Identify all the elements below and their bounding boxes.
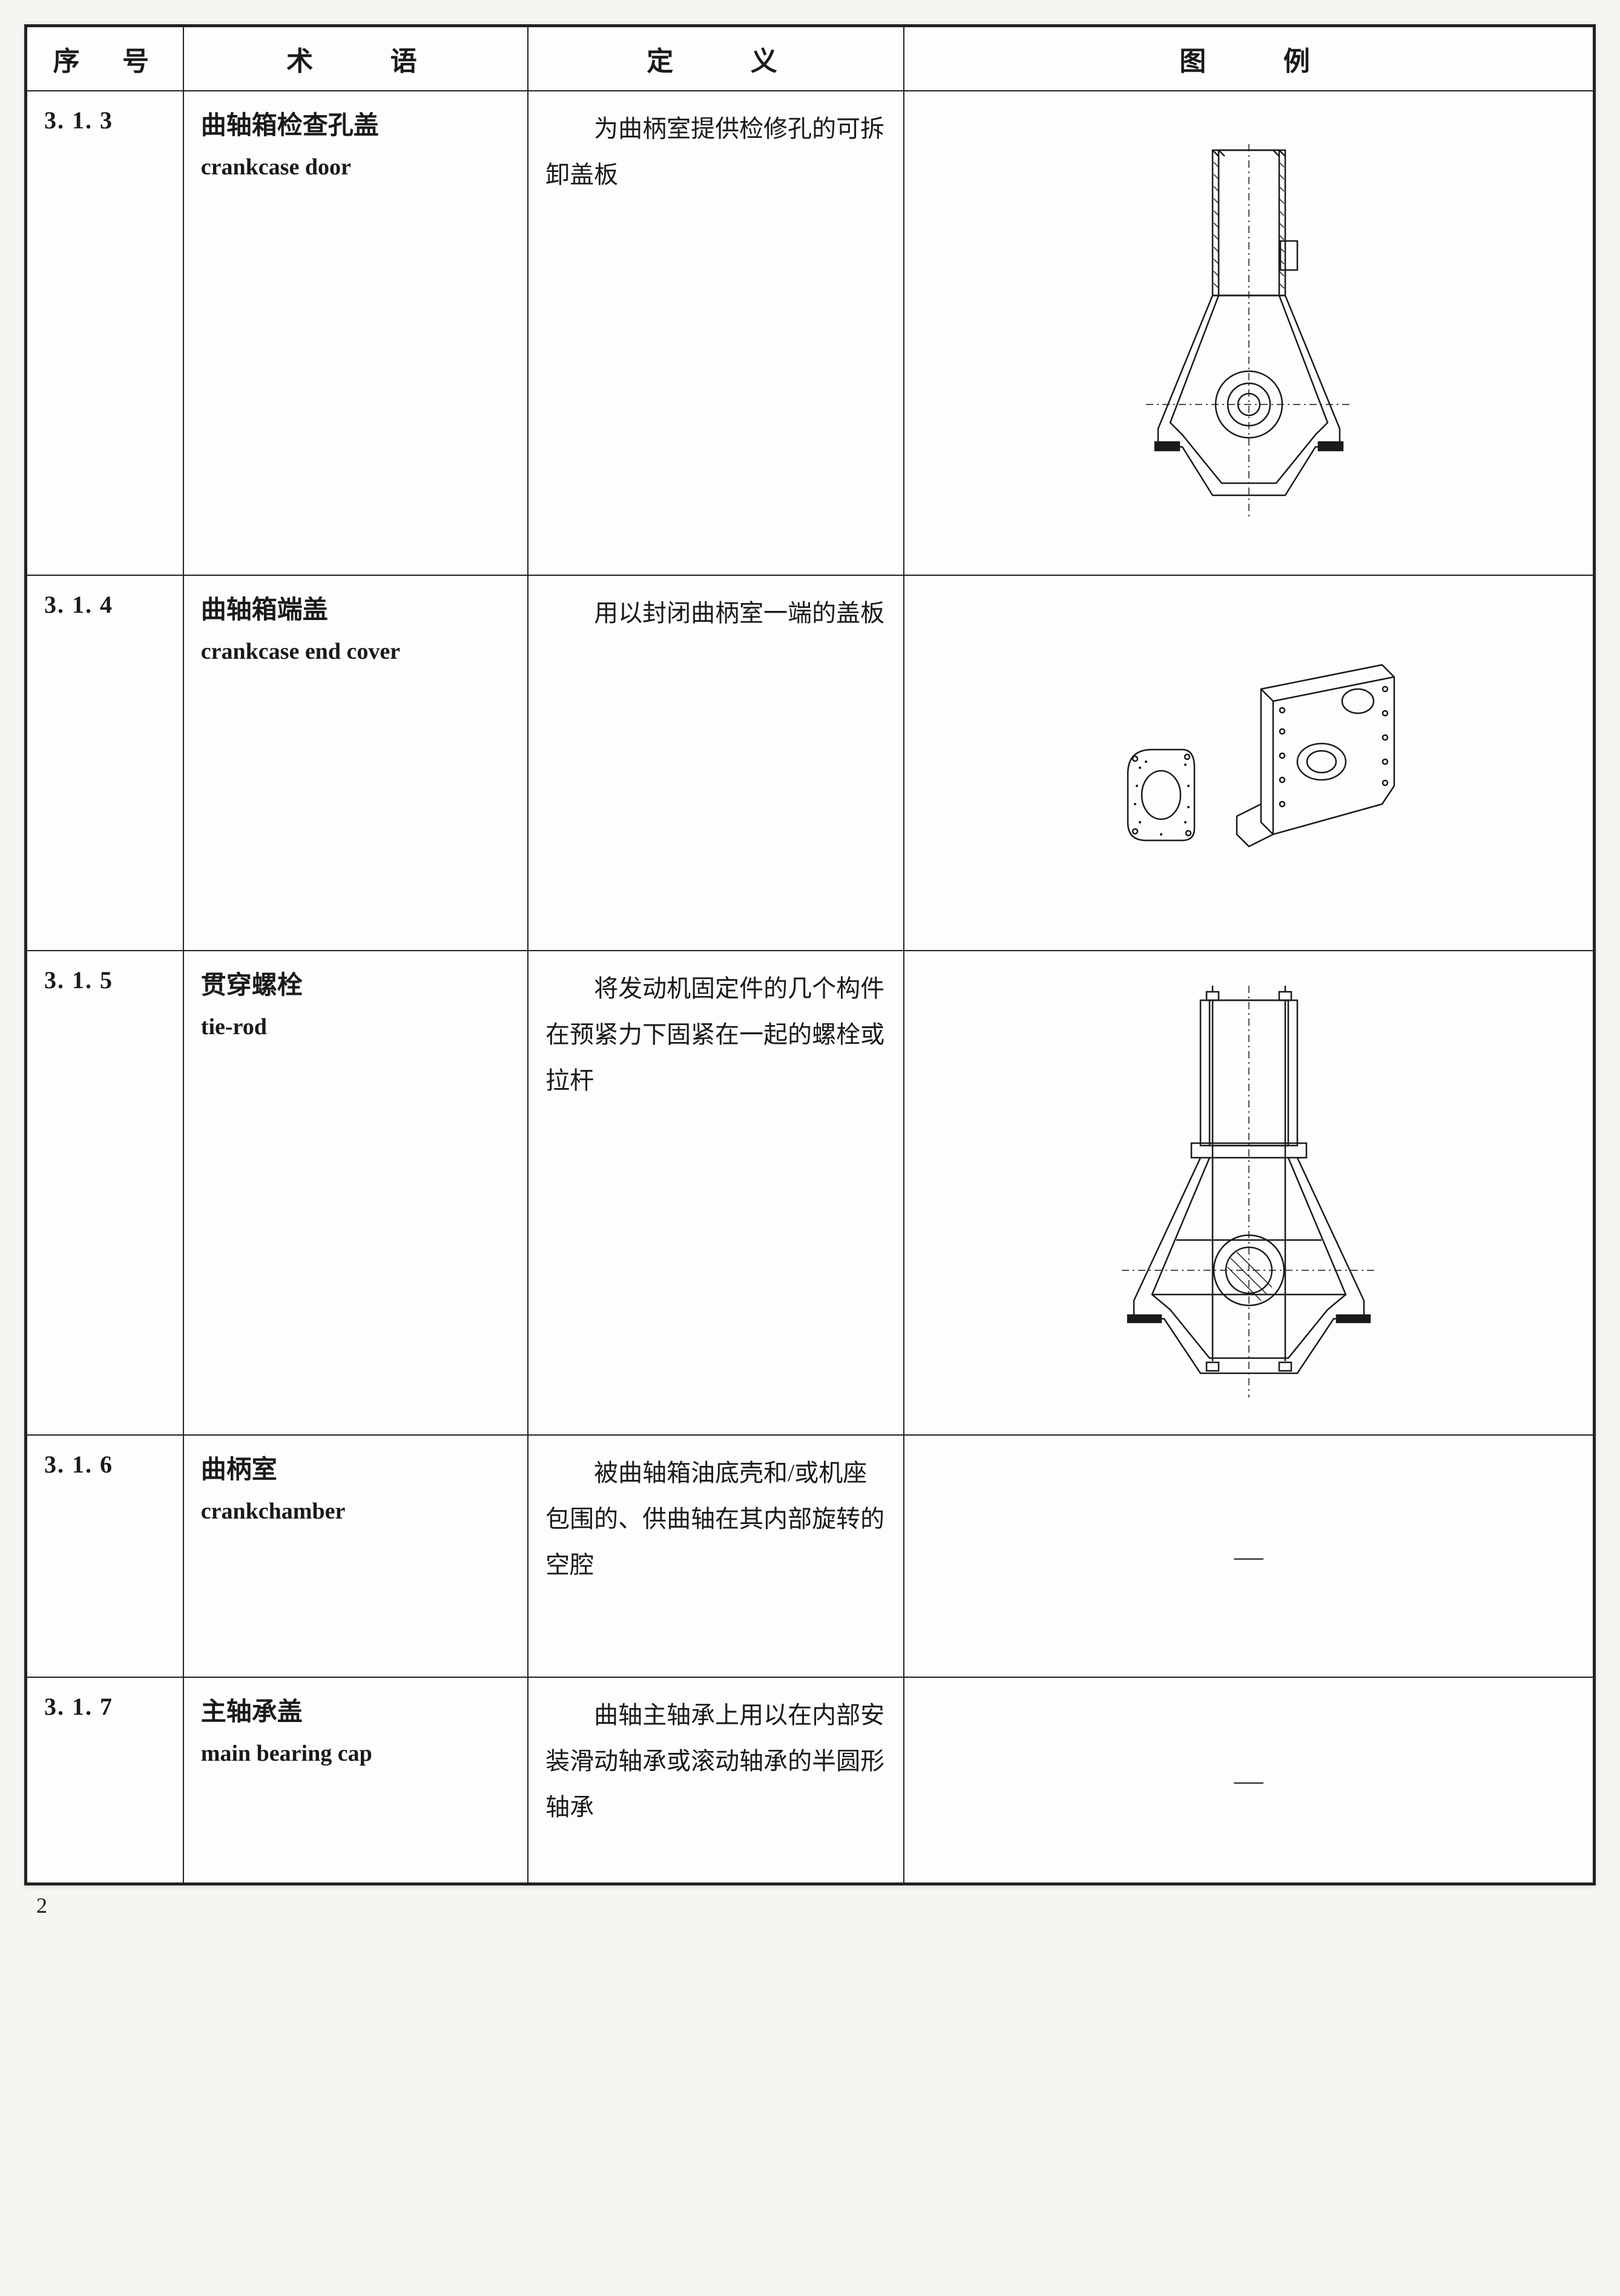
figure-cell: — [904, 1677, 1593, 1883]
definition-text: 为曲柄室提供检修孔的可拆卸盖板 [545, 106, 886, 198]
document-page: 序 号 术 语 定 义 图 例 3. 1. 3 曲轴箱检查孔盖 crankcas… [24, 24, 1596, 1885]
table-header-row: 序 号 术 语 定 义 图 例 [27, 27, 1593, 91]
figure-cell: — [904, 1435, 1593, 1677]
term-english: main bearing cap [201, 1738, 510, 1770]
seq-number: 3. 1. 7 [44, 1692, 166, 1721]
definition-text: 曲轴主轴承上用以在内部安装滑动轴承或滚动轴承的半圆形轴承 [545, 1692, 886, 1830]
terminology-table: 序 号 术 语 定 义 图 例 3. 1. 3 曲轴箱检查孔盖 crankcas… [26, 26, 1594, 1884]
definition-cell: 被曲轴箱油底壳和/或机座包围的、供曲轴在其内部旋转的空腔 [528, 1435, 904, 1677]
term-chinese: 曲轴箱端盖 [201, 590, 510, 631]
definition-cell: 将发动机固定件的几个构件在预紧力下固紧在一起的螺栓或拉杆 [528, 951, 904, 1435]
seq-cell: 3. 1. 5 [27, 951, 183, 1435]
term-english: tie-rod [201, 1011, 510, 1043]
term-cell: 贯穿螺栓 tie-rod [183, 951, 528, 1435]
term-chinese: 主轴承盖 [201, 1692, 510, 1733]
crankcase-section-figure [1122, 144, 1376, 523]
table-row: 3. 1. 6 曲柄室 crankchamber 被曲轴箱油底壳和/或机座包围的… [27, 1435, 1593, 1677]
table-row: 3. 1. 3 曲轴箱检查孔盖 crankcase door 为曲柄室提供检修孔… [27, 91, 1593, 575]
seq-cell: 3. 1. 4 [27, 575, 183, 951]
no-figure-dash: — [1234, 1540, 1263, 1572]
seq-cell: 3. 1. 3 [27, 91, 183, 575]
page-number: 2 [24, 1893, 1596, 1918]
term-chinese: 曲柄室 [201, 1450, 510, 1491]
definition-text: 被曲轴箱油底壳和/或机座包围的、供曲轴在其内部旋转的空腔 [545, 1450, 886, 1588]
figure-cell [904, 951, 1593, 1435]
header-def: 定 义 [528, 27, 904, 91]
seq-cell: 3. 1. 6 [27, 1435, 183, 1677]
table-row: 3. 1. 5 贯穿螺栓 tie-rod 将发动机固定件的几个构件在预紧力下固紧… [27, 951, 1593, 1435]
seq-number: 3. 1. 3 [44, 106, 166, 134]
definition-cell: 为曲柄室提供检修孔的可拆卸盖板 [528, 91, 904, 575]
table-row: 3. 1. 7 主轴承盖 main bearing cap 曲轴主轴承上用以在内… [27, 1677, 1593, 1883]
tie-rod-section-figure [1110, 986, 1388, 1400]
term-english: crankcase end cover [201, 636, 510, 668]
term-english: crankcase door [201, 151, 510, 183]
header-fig: 图 例 [904, 27, 1593, 91]
end-cover-figure [1079, 641, 1418, 886]
figure-cell [904, 575, 1593, 951]
term-english: crankchamber [201, 1496, 510, 1528]
table-row: 3. 1. 4 曲轴箱端盖 crankcase end cover 用以封闭曲柄… [27, 575, 1593, 951]
term-cell: 曲轴箱端盖 crankcase end cover [183, 575, 528, 951]
header-term: 术 语 [183, 27, 528, 91]
figure-cell [904, 91, 1593, 575]
term-cell: 曲柄室 crankchamber [183, 1435, 528, 1677]
definition-text: 将发动机固定件的几个构件在预紧力下固紧在一起的螺栓或拉杆 [545, 966, 886, 1104]
term-chinese: 贯穿螺栓 [201, 966, 510, 1006]
term-cell: 曲轴箱检查孔盖 crankcase door [183, 91, 528, 575]
seq-number: 3. 1. 5 [44, 966, 166, 994]
term-chinese: 曲轴箱检查孔盖 [201, 106, 510, 147]
definition-text: 用以封闭曲柄室一端的盖板 [545, 590, 886, 636]
term-cell: 主轴承盖 main bearing cap [183, 1677, 528, 1883]
no-figure-dash: — [1234, 1764, 1263, 1796]
seq-cell: 3. 1. 7 [27, 1677, 183, 1883]
header-seq: 序 号 [27, 27, 183, 91]
definition-cell: 用以封闭曲柄室一端的盖板 [528, 575, 904, 951]
seq-number: 3. 1. 4 [44, 590, 166, 619]
definition-cell: 曲轴主轴承上用以在内部安装滑动轴承或滚动轴承的半圆形轴承 [528, 1677, 904, 1883]
seq-number: 3. 1. 6 [44, 1450, 166, 1479]
